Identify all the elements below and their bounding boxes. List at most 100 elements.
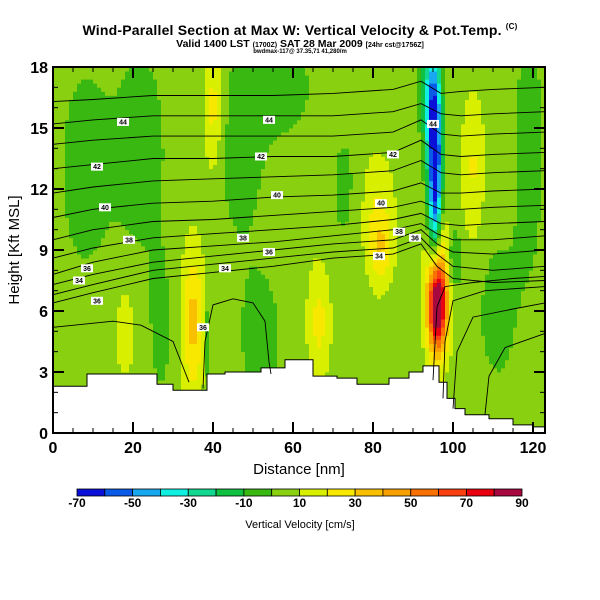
field-cell [185, 67, 190, 235]
theta-contour-line [452, 302, 546, 409]
field-cell [381, 274, 386, 296]
colorbar-bin [132, 488, 161, 497]
field-cell [129, 306, 134, 365]
colorbar-tick-label: -30 [180, 496, 198, 510]
field-cell [161, 245, 166, 381]
field-cell [433, 270, 438, 279]
field-cell [477, 67, 482, 100]
field-cell [129, 233, 134, 308]
field-cell [349, 172, 354, 190]
field-cell [429, 262, 434, 267]
y-tick-label: 15 [30, 121, 48, 138]
field-cell [445, 262, 450, 275]
field-cell [189, 67, 194, 226]
field-cell [445, 274, 450, 292]
field-cell [129, 67, 134, 235]
field-cell [361, 201, 366, 247]
field-cell [429, 351, 434, 365]
subtitle-utc: (1700Z) [252, 42, 278, 49]
theta-contour-line [52, 237, 546, 296]
field-cell [121, 79, 126, 226]
field-cell [109, 95, 114, 222]
field-cell [433, 266, 438, 271]
field-cell [281, 67, 286, 133]
field-cell [273, 302, 278, 377]
field-cell [369, 254, 374, 287]
field-cell [217, 67, 222, 141]
field-cell [289, 128, 294, 434]
field-cell [365, 274, 370, 434]
field-cell [421, 250, 426, 348]
field-cell [345, 67, 350, 149]
field-cell [433, 241, 438, 247]
theta-contour-line [52, 103, 546, 125]
field-cell [457, 237, 462, 283]
field-cell [469, 176, 474, 239]
field-cell [485, 274, 490, 357]
field-cell [493, 67, 498, 255]
field-cell [261, 274, 266, 397]
field-cell [437, 213, 442, 222]
field-cell [209, 87, 214, 125]
field-cell [437, 262, 442, 267]
field-cell [313, 335, 318, 385]
field-cell [293, 123, 298, 434]
terrain-mask [52, 359, 546, 434]
field-cell [117, 221, 122, 308]
field-cell [437, 282, 442, 328]
field-cell [477, 99, 482, 226]
field-cell [265, 67, 270, 153]
field-cell [429, 266, 434, 275]
field-cell [209, 123, 214, 170]
field-cell [265, 278, 270, 393]
contour-label: 42 [255, 152, 267, 161]
field-cell [433, 67, 438, 72]
colorbar-bin [160, 488, 189, 497]
field-cell [241, 237, 246, 308]
field-cell [125, 229, 130, 296]
contour-label-text: 36 [83, 266, 91, 273]
colorbar-tick-label: -70 [68, 496, 86, 510]
field-cell [81, 258, 86, 434]
field-cell [437, 103, 442, 145]
field-cell [161, 160, 166, 247]
field-cell [305, 67, 310, 76]
field-cell [245, 67, 250, 235]
field-cell [369, 156, 374, 214]
field-cell [505, 359, 510, 434]
field-cell [497, 250, 502, 373]
contour-label-text: 38 [125, 237, 133, 244]
field-cell [525, 282, 530, 434]
field-cell [169, 67, 174, 434]
field-cell [441, 319, 446, 328]
field-cell [189, 343, 194, 381]
contour-label: 36 [197, 323, 209, 332]
colorbar-bin [271, 488, 300, 497]
field-cell [277, 136, 282, 434]
field-cell [257, 67, 262, 190]
field-cell [301, 111, 306, 434]
field-cell [377, 197, 382, 231]
field-cell [513, 225, 518, 328]
field-cell [313, 67, 318, 259]
field-cell [185, 363, 190, 409]
field-cell [421, 180, 426, 251]
subtitle-valid: Valid 1400 LST [176, 38, 250, 50]
contour-label: 36 [409, 233, 421, 242]
field-cell [429, 217, 434, 231]
field-cell [425, 327, 430, 348]
field-cell [297, 67, 302, 121]
field-cell [89, 254, 94, 434]
colorbar-bin [243, 488, 273, 497]
field-cell [441, 213, 446, 231]
field-cell [397, 67, 402, 434]
field-cell [381, 201, 386, 235]
theta-contour-line [52, 119, 546, 145]
field-cell [205, 67, 210, 157]
field-cell [145, 250, 150, 434]
field-cell [77, 254, 82, 434]
contour-label: 40 [271, 191, 283, 200]
contour-label-text: 44 [119, 119, 127, 126]
field-cell [113, 95, 118, 222]
field-cell [461, 209, 466, 434]
